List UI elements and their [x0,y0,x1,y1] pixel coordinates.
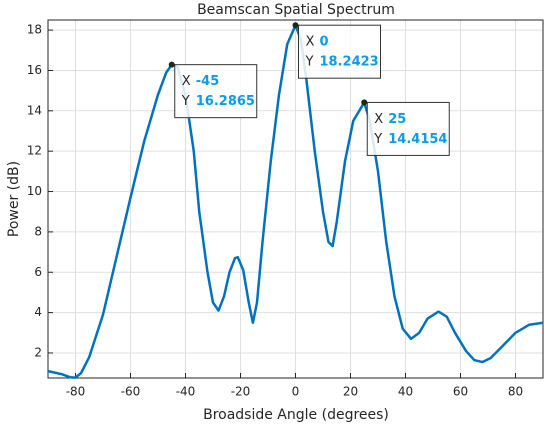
x-tick-label: -60 [121,385,141,399]
y-tick-label: 18 [27,23,42,37]
line [47,23,544,379]
x-tick-label: 80 [508,385,523,399]
datatip-x-label: X [182,74,191,89]
datatip-x-value: 25 [388,112,406,127]
datatip-marker [361,99,368,106]
datatip: X -45 Y 16.2865 [174,64,258,119]
datatip: X 0Y 18.2423 [298,24,381,79]
datatip-marker [168,61,175,68]
datatip-y-value: 16.2865 [196,94,255,109]
datatip-box [298,24,381,79]
y-tick-label: 14 [27,103,42,117]
y-tick-label: 6 [34,265,42,279]
y-tick-label: 4 [34,305,42,319]
datatip-x-value: 0 [320,35,329,50]
datatip-y-label: Y [305,55,314,70]
x-tick-label: 20 [343,385,358,399]
x-tick-label: 0 [292,385,300,399]
datatip-y-label: Y [373,132,382,147]
y-tick-label: 16 [27,63,42,77]
y-tick-label: 8 [34,224,42,238]
datatip-y-label: Y [181,94,190,109]
y-tick-label: 12 [27,144,42,158]
y-tick-label: 2 [34,345,42,359]
x-tick-label: -80 [66,385,86,399]
x-tick-label: 60 [453,385,468,399]
chart-title: Beamscan Spatial Spectrum [197,2,395,18]
x-tick-label: -20 [231,385,251,399]
datatip-marker [292,22,299,29]
datatip-box [174,64,258,119]
datatip-box [366,101,450,156]
y-axis-label: Power (dB) [6,161,22,237]
datatip-x-value: -45 [196,74,220,89]
datatip: X 25 Y 14.4154 [366,101,450,156]
y-tick-label: 10 [27,184,42,198]
x-axis-label: Broadside Angle (degrees) [203,407,389,423]
axes-box [47,19,544,379]
datatip-y-value: 18.2423 [320,55,379,70]
x-tick-label: -40 [176,385,196,399]
datatip-y-value: 14.4154 [388,132,447,147]
x-tick-label: 40 [398,385,413,399]
datatip-x-label: X [306,35,315,50]
datatip-x-label: X [374,112,383,127]
